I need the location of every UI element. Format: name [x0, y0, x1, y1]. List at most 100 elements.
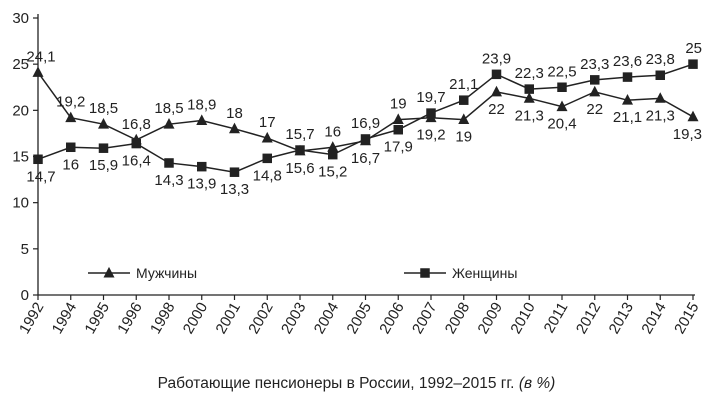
legend: Мужчины Женщины — [88, 265, 517, 281]
data-label: 22,5 — [547, 63, 576, 80]
x-tick-label: 2005 — [344, 300, 375, 337]
marker-women — [524, 84, 534, 94]
data-label: 22,3 — [515, 65, 544, 82]
data-label: 16,7 — [351, 150, 380, 167]
caption-unit: (в %) — [518, 375, 556, 392]
data-label: 15,2 — [318, 164, 347, 181]
x-tick-label: 2003 — [278, 300, 309, 337]
x-tick-label: 1996 — [114, 300, 145, 337]
x-tick-label: 2004 — [311, 300, 342, 337]
data-label: 18,5 — [154, 100, 183, 117]
y-tick-label: 25 — [12, 56, 29, 73]
data-label: 15,9 — [89, 157, 118, 174]
legend-marker-men — [103, 266, 115, 278]
marker-men — [556, 100, 568, 112]
marker-men — [98, 118, 109, 129]
x-tick-label: 2014 — [638, 300, 669, 337]
x-tick-label: 2012 — [573, 300, 604, 337]
data-label: 25 — [685, 40, 702, 57]
marker-women — [688, 59, 698, 69]
x-tick-label: 2002 — [245, 300, 276, 337]
marker-women — [491, 69, 502, 80]
marker-men — [687, 110, 699, 122]
x-tick-label: 2001 — [213, 300, 244, 337]
data-label: 15,6 — [285, 160, 314, 177]
marker-women — [360, 134, 371, 144]
data-label: 15,7 — [285, 126, 314, 143]
data-label: 16 — [324, 123, 341, 140]
x-tick-label: 1998 — [147, 300, 178, 337]
marker-women — [33, 154, 43, 165]
line-chart: 0 5 10 15 20 25 30 1992 1994 1995 1996 1998 2000 2001… — [12, 10, 702, 337]
marker-women — [131, 138, 141, 149]
data-label: 13,3 — [220, 181, 249, 198]
y-tick-label: 10 — [12, 195, 29, 212]
x-tick-label: 2011 — [541, 300, 572, 336]
data-label: 21,1 — [613, 109, 642, 126]
marker-women — [557, 82, 567, 92]
marker-women — [295, 145, 305, 155]
x-tick-label: 2009 — [475, 300, 506, 337]
data-label: 18,9 — [187, 96, 216, 113]
legend-marker-women — [420, 268, 430, 278]
y-tick-label: 20 — [12, 102, 29, 119]
data-label: 17,9 — [384, 139, 413, 156]
marker-men — [491, 85, 502, 97]
data-label: 23,3 — [580, 56, 609, 73]
marker-men — [196, 114, 208, 125]
x-tick-label: 2015 — [671, 300, 702, 337]
data-label: 17 — [259, 114, 276, 131]
data-label: 19,2 — [416, 127, 445, 144]
marker-women — [328, 149, 338, 160]
data-label: 21,1 — [449, 76, 478, 93]
legend-label-men: Мужчины — [136, 265, 197, 281]
data-label: 21,3 — [515, 107, 544, 124]
x-tick-label: 1992 — [16, 300, 47, 337]
x-tick-label: 2000 — [180, 300, 211, 337]
data-label: 16,4 — [122, 153, 151, 170]
series-markers — [32, 59, 699, 177]
marker-women — [655, 70, 665, 80]
data-label: 19,7 — [416, 89, 445, 106]
marker-women — [66, 142, 76, 153]
data-labels: 24,1 14,7 19,2 16 18,5 15,9 16,8 16,4 18,5 14,3 18… — [26, 40, 702, 198]
marker-men — [261, 131, 273, 143]
caption-text: Работающие пенсионеры в России, 1992–201… — [157, 375, 515, 392]
y-tick-label: 0 — [21, 287, 29, 304]
data-label: 13,9 — [187, 176, 216, 193]
data-label: 18 — [226, 105, 243, 122]
data-label: 14,8 — [253, 167, 282, 184]
marker-men — [392, 113, 404, 125]
x-tick-label: 1995 — [82, 300, 113, 337]
data-label: 23,9 — [482, 50, 511, 67]
marker-women — [426, 108, 436, 118]
x-tick-label: 2007 — [409, 300, 440, 337]
marker-women — [393, 124, 403, 135]
data-label: 20,4 — [547, 116, 576, 133]
data-label: 19,3 — [673, 126, 702, 143]
data-label: 23,6 — [613, 53, 642, 70]
data-label: 16 — [62, 156, 79, 173]
marker-women — [197, 161, 207, 172]
y-tick-label: 15 — [12, 149, 29, 166]
marker-women — [590, 75, 600, 85]
data-label: 23,8 — [646, 51, 675, 68]
marker-men — [654, 92, 666, 103]
data-label: 19 — [455, 129, 472, 146]
y-tick-label: 30 — [12, 10, 29, 27]
data-label: 22 — [488, 101, 505, 118]
data-label: 14,3 — [154, 172, 183, 189]
marker-men — [229, 122, 240, 134]
marker-men — [65, 111, 77, 123]
y-tick-label: 5 — [21, 241, 29, 258]
marker-women — [262, 153, 272, 164]
data-label: 19 — [390, 96, 407, 113]
data-label: 24,1 — [26, 48, 55, 65]
chart-caption: Работающие пенсионеры в России, 1992–201… — [0, 375, 713, 393]
data-label: 14,7 — [26, 168, 55, 185]
marker-women — [98, 143, 109, 153]
marker-women — [622, 72, 633, 82]
marker-women — [229, 167, 240, 177]
marker-men — [327, 141, 339, 152]
data-label: 18,5 — [89, 100, 118, 117]
